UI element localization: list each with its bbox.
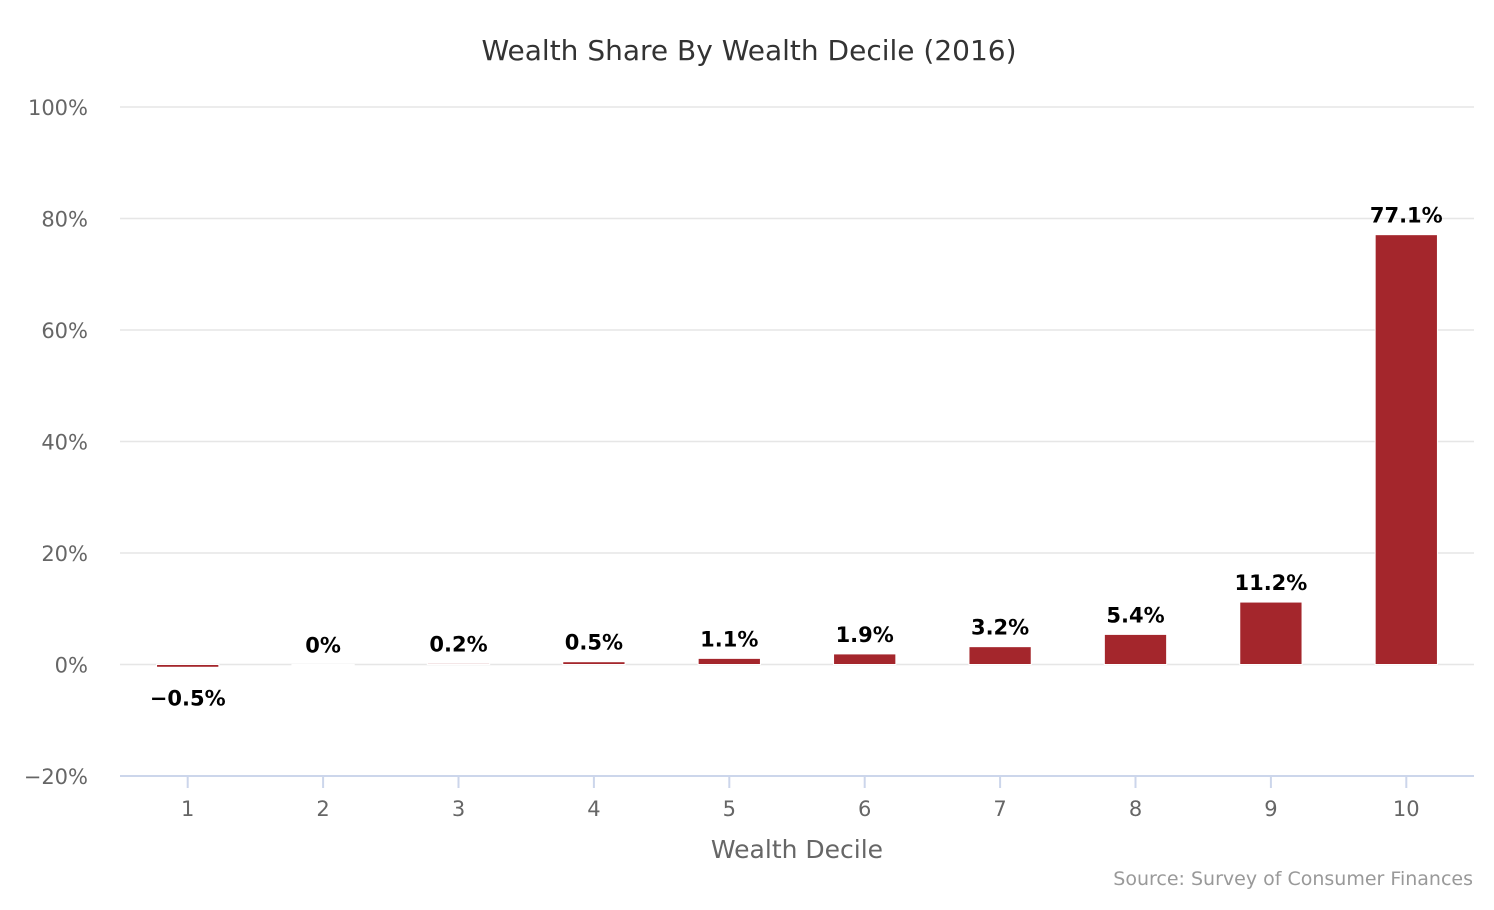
bar[interactable] bbox=[562, 661, 626, 666]
x-tick-label: 4 bbox=[587, 797, 600, 821]
data-label: 0.2% bbox=[429, 632, 487, 656]
y-tick-label: 80% bbox=[41, 208, 88, 232]
x-tick-label: 5 bbox=[723, 797, 736, 821]
x-tick-label: 8 bbox=[1129, 797, 1142, 821]
x-tick-label: 3 bbox=[452, 797, 465, 821]
y-tick-label: −20% bbox=[24, 765, 88, 789]
y-axis-ticks: 100% 80% 60% 40% 20% 0% −20% bbox=[24, 96, 88, 789]
bar[interactable] bbox=[1374, 234, 1438, 665]
bars bbox=[156, 234, 1438, 668]
bar[interactable] bbox=[426, 662, 491, 666]
data-label: 11.2% bbox=[1234, 571, 1307, 595]
data-label: −0.5% bbox=[150, 686, 226, 710]
x-tick-label: 1 bbox=[181, 797, 194, 821]
x-tick-label: 9 bbox=[1264, 797, 1277, 821]
bar[interactable] bbox=[968, 646, 1032, 665]
data-label: 1.1% bbox=[700, 627, 758, 651]
chart-title: Wealth Share By Wealth Decile (2016) bbox=[481, 34, 1016, 67]
data-label: 5.4% bbox=[1106, 603, 1164, 627]
x-axis-title: Wealth Decile bbox=[711, 835, 883, 864]
y-tick-label: 0% bbox=[55, 654, 88, 678]
bar[interactable] bbox=[156, 664, 220, 668]
bar[interactable] bbox=[291, 664, 355, 666]
y-tick-label: 20% bbox=[41, 542, 88, 566]
x-axis: 1 2 3 4 5 6 7 8 9 10 bbox=[120, 775, 1474, 821]
bar[interactable] bbox=[1239, 601, 1303, 665]
y-tick-label: 40% bbox=[41, 431, 88, 455]
x-tick-label: 2 bbox=[316, 797, 329, 821]
y-tick-label: 100% bbox=[28, 96, 88, 120]
bar[interactable] bbox=[697, 657, 761, 665]
data-label: 1.9% bbox=[836, 623, 894, 647]
data-label: 77.1% bbox=[1370, 204, 1443, 228]
x-tick-label: 10 bbox=[1393, 797, 1420, 821]
source-credit[interactable]: Source: Survey of Consumer Finances bbox=[1113, 868, 1473, 890]
y-tick-label: 60% bbox=[41, 319, 88, 343]
x-tick-label: 7 bbox=[993, 797, 1006, 821]
x-tick-label: 6 bbox=[858, 797, 871, 821]
data-label: 3.2% bbox=[971, 616, 1029, 640]
bar[interactable] bbox=[833, 653, 897, 665]
data-label: 0% bbox=[305, 634, 341, 658]
data-labels: −0.5% 0% 0.2% 0.5% 1.1% 1.9% 3.2% 5.4% 11.2% 77.1… bbox=[150, 204, 1443, 711]
data-label: 0.5% bbox=[565, 631, 623, 655]
bar[interactable] bbox=[1103, 633, 1168, 666]
